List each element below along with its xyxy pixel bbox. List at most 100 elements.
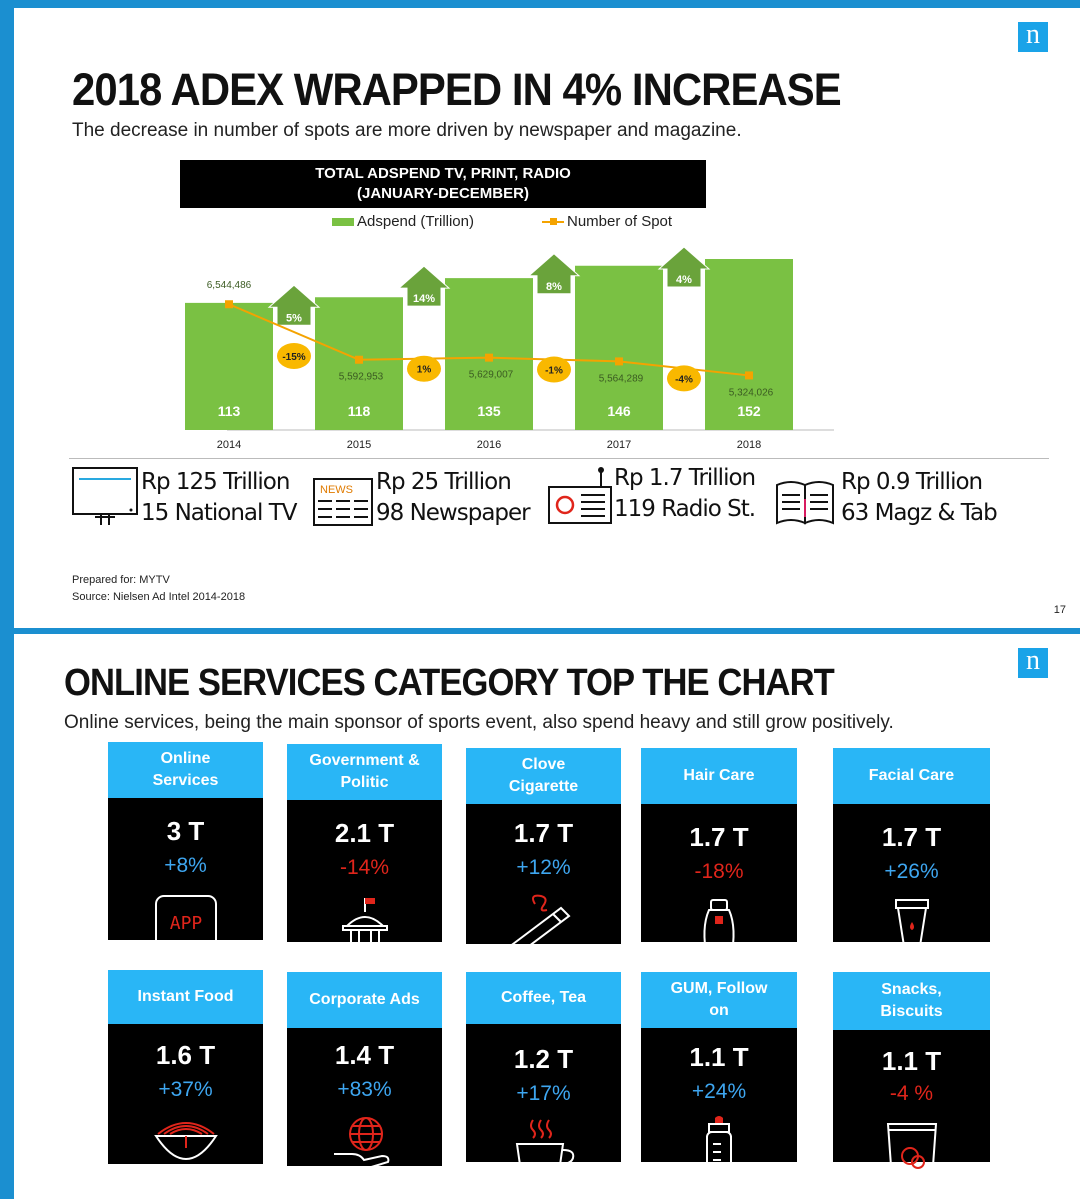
category-growth: -18% (694, 860, 744, 883)
category-spend: 1.1 T (689, 1042, 749, 1072)
category-name-line2: Services (152, 772, 219, 789)
legend-bar-swatch (332, 218, 354, 227)
globe-hand-icon (330, 1114, 400, 1175)
media-magazine: Rp 0.9 Trillion 63 Magz & Tab (841, 467, 998, 529)
chart-header: TOTAL ADSPEND TV, PRINT, RADIO (JANUARY-… (180, 160, 706, 208)
spot-growth-badge (537, 356, 571, 383)
category-name-line1: Coffee, Tea (500, 989, 587, 1006)
spot-point (225, 300, 233, 309)
legend-spots-label: Number of Spot (567, 213, 673, 230)
spot-value-label: 5,592,953 (339, 372, 384, 383)
x-tick-label: 2016 (477, 439, 501, 451)
category-card: Coffee, Tea 1.2 T +17% (466, 972, 621, 1173)
government-building-icon (333, 896, 397, 961)
category-name-line2: Politic (340, 774, 389, 791)
category-name-line1: GUM, Follow (670, 980, 768, 997)
category-card: GUM, Follow on 1.1 T +24% (641, 972, 797, 1179)
category-growth: -14% (339, 856, 390, 879)
category-spend: 1.2 T (513, 1044, 574, 1074)
category-name-line2: on (709, 1002, 729, 1019)
bar-growth-label: 14% (413, 293, 435, 305)
prepared-for: Prepared for: MYTV (72, 574, 170, 586)
category-name-line1: Corporate Ads (309, 991, 420, 1008)
growth-arrow-icon (267, 284, 321, 326)
category-spend: 1.7 T (689, 822, 749, 852)
bar (185, 302, 273, 430)
cigarette-icon (509, 894, 579, 959)
noodle-bowl-icon (153, 1112, 218, 1173)
media-tv-count: 15 National TV (141, 500, 298, 526)
category-name-line1: Government & (309, 752, 420, 769)
media-newspaper-count: 98 Newspaper (376, 500, 531, 526)
category-growth: +24% (691, 1080, 747, 1103)
category-name-line2: Biscuits (880, 1003, 943, 1020)
cream-tube-icon (892, 898, 932, 967)
x-tick-label: 2018 (737, 439, 761, 451)
legend-line-swatch (542, 218, 564, 226)
category-name: Corporate Ads (287, 972, 442, 1028)
media-magazine-spend: Rp 0.9 Trillion (841, 469, 983, 495)
page-title: 2018 ADEX WRAPPED IN 4% INCREASE (72, 64, 842, 115)
bar-value-label: 118 (348, 403, 371, 419)
category-growth: +83% (337, 1078, 392, 1101)
x-tick-label: 2014 (217, 439, 241, 451)
growth-arrow-icon (527, 253, 581, 295)
category-growth: +8% (164, 854, 207, 877)
category-name: Coffee, Tea (466, 972, 621, 1024)
category-spend: 2.1 T (334, 818, 395, 848)
category-card: Online Services 3 T +8% APP (108, 742, 263, 949)
shampoo-bottle-icon (699, 898, 739, 967)
category-growth: +37% (158, 1078, 213, 1101)
media-tv-spend: Rp 125 Trillion (141, 469, 290, 495)
category-card: Facial Care 1.7 T +26% (833, 748, 990, 959)
media-newspaper: Rp 25 Trillion 98 Newspaper (376, 467, 531, 529)
spot-point (355, 355, 363, 364)
slide-online-services: n ONLINE SERVICES CATEGORY TOP THE CHART… (14, 634, 1080, 1199)
category-spend: 1.6 T (155, 1040, 216, 1070)
category-name-line1: Facial Care (868, 767, 955, 784)
media-magazine-count: 63 Magz & Tab (841, 500, 998, 526)
growth-arrow-icon (397, 265, 451, 307)
category-spend: 1.4 T (334, 1040, 395, 1070)
snack-bag-icon (884, 1120, 940, 1187)
page-number: 17 (1053, 604, 1066, 616)
category-card: Snacks, Biscuits 1.1 T -4 % (833, 972, 990, 1181)
media-radio-spend: Rp 1.7 Trillion (614, 465, 756, 491)
spot-value-label: 5,324,026 (729, 387, 774, 398)
radio-icon (547, 465, 613, 530)
category-name-line2: Cigarette (508, 778, 579, 795)
app-icon-text: APP (169, 913, 202, 934)
bar-value-label: 135 (477, 403, 501, 419)
adspend-chart: 113 2014 118 2015 135 2016 146 2017 152 2018 5% 14%… (185, 246, 834, 451)
tv-icon (71, 465, 141, 532)
newspaper-icon-text: NEWS (320, 484, 353, 496)
page-subtitle: The decrease in number of spots are more… (72, 120, 742, 141)
bar-growth-label: 5% (286, 312, 302, 324)
category-spend: 1.7 T (513, 818, 574, 848)
category-name-line1: Clove (521, 756, 566, 773)
media-summary-row: Rp 125 Trillion 15 National TV NEWS Rp 2… (69, 458, 1049, 539)
magazine-icon (773, 479, 839, 532)
bar-growth-label: 4% (676, 274, 692, 286)
spot-value-label: 5,629,007 (469, 370, 514, 381)
media-newspaper-spend: Rp 25 Trillion (376, 469, 512, 495)
category-name: Hair Care (641, 748, 797, 804)
category-name-line1: Hair Care (683, 767, 755, 784)
coffee-cup-icon (511, 1118, 577, 1181)
spot-value-label: 6,544,486 (207, 280, 252, 291)
category-card: Corporate Ads 1.4 T +83% (287, 972, 442, 1169)
nielsen-logo-icon: n (1018, 647, 1048, 678)
page-title: ONLINE SERVICES CATEGORY TOP THE CHART (64, 662, 835, 704)
media-tv: Rp 125 Trillion 15 National TV (141, 467, 298, 529)
source-note: Source: Nielsen Ad Intel 2014-2018 (72, 591, 246, 603)
chart-header-line2: (JANUARY-DECEMBER) (357, 185, 529, 202)
category-growth: +26% (884, 860, 939, 883)
spot-growth-label: -15% (282, 352, 305, 363)
bar-value-label: 152 (737, 403, 761, 419)
bar (575, 265, 663, 430)
newspaper-icon: NEWS (312, 477, 374, 532)
growth-arrow-icon (657, 246, 711, 288)
spot-growth-badge (277, 342, 311, 369)
bar-growth-label: 8% (546, 281, 562, 293)
x-tick-label: 2015 (347, 439, 371, 451)
